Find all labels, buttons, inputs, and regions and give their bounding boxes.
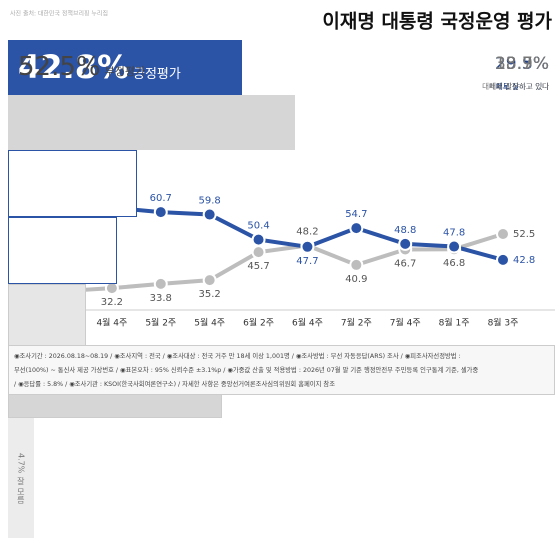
summary-heading: 42.8% 긍정평가 bbox=[18, 48, 181, 86]
detail-label: 매우 잘하고 있다 bbox=[495, 82, 549, 91]
x-tick-label: 5월 2주 bbox=[145, 317, 176, 329]
footer-line: / ◉응답률 : 5.8% / ◉조사기관 : KSOI(한국사회여론연구소) … bbox=[14, 381, 335, 388]
x-tick-label: 5월 4주 bbox=[194, 317, 225, 329]
page: 사진 출처: 대한민국 정책브리핑 누리집 이재명 대통령 국정운영 평가 30… bbox=[8, 9, 555, 538]
point bbox=[251, 245, 266, 260]
detail-segment: 19.5% 대체로 잘하고 있다 bbox=[8, 54, 549, 284]
x-tick-label: 6월 4주 bbox=[292, 317, 323, 329]
summary-label: 긍정평가 bbox=[133, 67, 181, 82]
detail-value: 38.7% bbox=[494, 54, 549, 74]
data-label: 32.2 bbox=[101, 297, 123, 308]
point bbox=[251, 232, 266, 247]
point bbox=[349, 221, 364, 236]
x-tick-label: 7월 2주 bbox=[341, 317, 372, 329]
detail-value: 13.9% bbox=[494, 54, 549, 74]
source-note: 사진 출처: 대한민국 정책브리핑 누리집 bbox=[10, 10, 108, 18]
x-tick-label: 6월 2주 bbox=[243, 317, 274, 329]
data-label: 59.8 bbox=[199, 196, 221, 207]
unknown-label: 잘 모름 bbox=[16, 476, 26, 504]
data-label: 35.2 bbox=[199, 289, 221, 300]
summary-value: 52.5% bbox=[18, 52, 101, 82]
data-label: 50.4 bbox=[247, 221, 269, 232]
data-label: 40.9 bbox=[345, 274, 367, 285]
x-tick-label: 8월 1주 bbox=[439, 317, 470, 329]
point bbox=[398, 236, 413, 251]
data-label: 33.8 bbox=[150, 293, 172, 304]
x-tick-label: 7월 4주 bbox=[390, 317, 421, 329]
point bbox=[349, 257, 364, 272]
summary-segment: 52.5% 부정평가 bbox=[8, 52, 296, 150]
summary-segment: 42.8% 긍정평가 bbox=[8, 40, 243, 95]
detail-segment: 23.3% 매우 잘하고 있다 bbox=[8, 54, 549, 217]
point bbox=[447, 239, 462, 254]
summary-label: 부정평가 bbox=[104, 65, 146, 78]
detail-value: 23.3% bbox=[494, 54, 549, 74]
point bbox=[202, 207, 217, 222]
point bbox=[496, 227, 510, 241]
data-label: 52.5 bbox=[513, 229, 535, 240]
data-label: 47.8 bbox=[443, 228, 465, 239]
detail-label: 대체로 잘하고 있다 bbox=[489, 82, 549, 91]
unknown-segment: 4.7% 잘 모름 bbox=[8, 418, 34, 538]
data-label: 60.7 bbox=[150, 193, 172, 204]
detail-segment: 13.9% 대체로 잘못하고 있다 bbox=[8, 54, 549, 351]
summary-value: 42.8% bbox=[18, 48, 130, 86]
point bbox=[153, 205, 168, 220]
summary-heading: 52.5% 부정평가 bbox=[18, 52, 145, 82]
detail-label: 대체로 잘못하고 있다 bbox=[482, 82, 549, 91]
detail-label: 매우 잘못하고 있다 bbox=[489, 82, 549, 91]
data-label: 48.8 bbox=[394, 225, 416, 236]
x-tick-label: 4월 4주 bbox=[96, 317, 127, 329]
point bbox=[496, 252, 510, 267]
point bbox=[202, 273, 217, 288]
footer-line: 무선(100%) ~ 통신사 제공 가상번호 / ◉표본오차 : 95% 신뢰수… bbox=[14, 367, 479, 374]
data-label: 48.2 bbox=[296, 226, 318, 237]
detail-value: 19.5% bbox=[494, 54, 549, 74]
data-label: 45.7 bbox=[247, 261, 269, 272]
data-label: 46.7 bbox=[394, 258, 416, 269]
data-label: 46.8 bbox=[443, 258, 465, 269]
unknown-value: 4.7% bbox=[16, 452, 26, 473]
footer: ◉조사기간 : 2026.08.18~08.19 / ◉조사지역 : 전국 / … bbox=[8, 345, 555, 395]
title: 이재명 대통령 국정운영 평가 bbox=[322, 11, 552, 33]
series-line bbox=[62, 232, 504, 294]
footer-line: ◉조사기간 : 2026.08.18~08.19 / ◉조사지역 : 전국 / … bbox=[14, 353, 461, 360]
data-label: 54.7 bbox=[345, 209, 367, 220]
data-label: 42.8 bbox=[513, 255, 535, 266]
summary: 42.8% 긍정평가 52.5% 부정평가 23.3% 매우 잘하고 있다 19.5% 대체로… bbox=[8, 40, 555, 538]
x-tick-label: 8월 3주 bbox=[488, 317, 519, 329]
point bbox=[153, 276, 168, 291]
point bbox=[300, 239, 315, 254]
data-label: 47.7 bbox=[296, 256, 318, 267]
